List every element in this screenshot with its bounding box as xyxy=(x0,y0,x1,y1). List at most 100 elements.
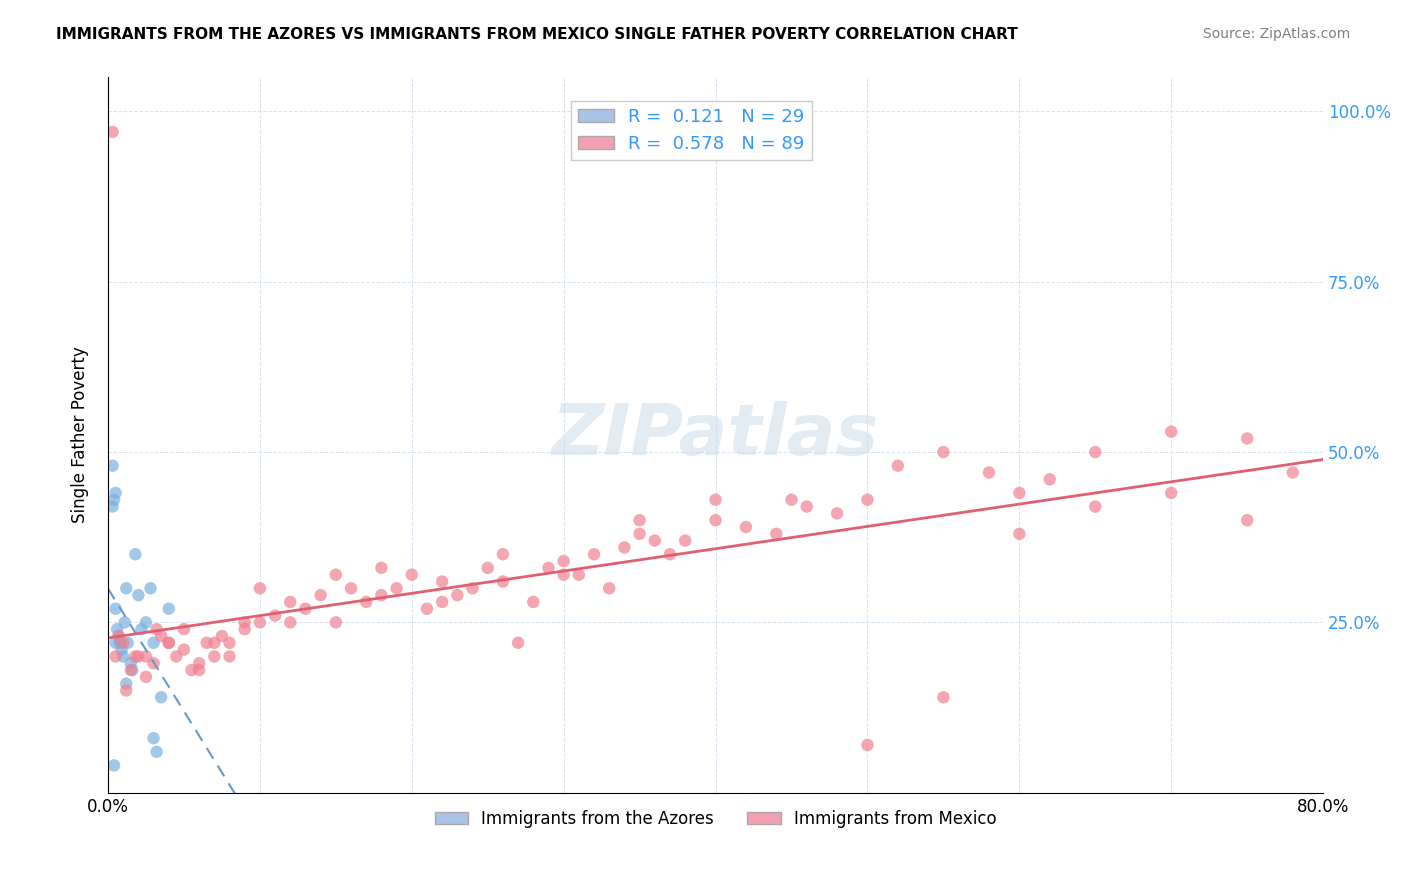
Point xyxy=(659,547,682,561)
Point xyxy=(278,595,301,609)
Point xyxy=(135,615,157,630)
Point xyxy=(165,649,187,664)
Point xyxy=(309,588,332,602)
Point xyxy=(1160,425,1182,439)
Point xyxy=(1084,445,1107,459)
Point xyxy=(104,649,127,664)
Point xyxy=(553,554,575,568)
Point xyxy=(112,649,135,664)
Point xyxy=(188,657,211,671)
Point xyxy=(522,595,544,609)
Point xyxy=(103,492,125,507)
Point xyxy=(188,663,211,677)
Point xyxy=(108,636,131,650)
Point xyxy=(127,588,149,602)
Point xyxy=(145,745,167,759)
Point xyxy=(114,615,136,630)
Point xyxy=(1281,466,1303,480)
Point xyxy=(278,615,301,630)
Point xyxy=(416,601,439,615)
Point xyxy=(461,582,484,596)
Point xyxy=(211,629,233,643)
Point xyxy=(115,582,138,596)
Point xyxy=(120,657,142,671)
Point xyxy=(195,636,218,650)
Point xyxy=(704,513,727,527)
Point xyxy=(644,533,666,548)
Point xyxy=(233,615,256,630)
Point xyxy=(121,663,143,677)
Point xyxy=(145,622,167,636)
Point xyxy=(120,663,142,677)
Point xyxy=(124,649,146,664)
Point xyxy=(142,636,165,650)
Text: Source: ZipAtlas.com: Source: ZipAtlas.com xyxy=(1202,27,1350,41)
Point xyxy=(340,582,363,596)
Point xyxy=(249,582,271,596)
Point xyxy=(370,561,392,575)
Y-axis label: Single Father Poverty: Single Father Poverty xyxy=(72,347,89,524)
Point xyxy=(825,507,848,521)
Point xyxy=(218,636,240,650)
Point xyxy=(887,458,910,473)
Point xyxy=(173,642,195,657)
Point xyxy=(492,547,515,561)
Point xyxy=(780,492,803,507)
Point xyxy=(1039,472,1062,486)
Point xyxy=(553,567,575,582)
Point xyxy=(142,657,165,671)
Point xyxy=(202,636,225,650)
Point xyxy=(180,663,202,677)
Point xyxy=(628,513,651,527)
Point xyxy=(124,547,146,561)
Point xyxy=(218,649,240,664)
Point xyxy=(430,574,453,589)
Point xyxy=(1008,486,1031,500)
Point xyxy=(370,588,392,602)
Point xyxy=(568,567,591,582)
Point xyxy=(173,622,195,636)
Point xyxy=(446,588,468,602)
Point xyxy=(856,492,879,507)
Point xyxy=(977,466,1000,480)
Point xyxy=(112,636,135,650)
Point xyxy=(1236,432,1258,446)
Point xyxy=(115,683,138,698)
Point xyxy=(598,582,620,596)
Point xyxy=(103,758,125,772)
Point xyxy=(104,486,127,500)
Point xyxy=(673,533,696,548)
Point xyxy=(139,582,162,596)
Point xyxy=(117,636,139,650)
Point xyxy=(111,642,134,657)
Point xyxy=(735,520,758,534)
Point xyxy=(325,615,347,630)
Point xyxy=(354,595,377,609)
Point xyxy=(430,595,453,609)
Point xyxy=(385,582,408,596)
Point xyxy=(613,541,636,555)
Point xyxy=(127,649,149,664)
Point xyxy=(142,731,165,746)
Point xyxy=(157,636,180,650)
Point xyxy=(704,492,727,507)
Point xyxy=(583,547,606,561)
Point xyxy=(628,526,651,541)
Point xyxy=(492,574,515,589)
Point xyxy=(796,500,818,514)
Point xyxy=(202,649,225,664)
Point xyxy=(294,601,316,615)
Text: IMMIGRANTS FROM THE AZORES VS IMMIGRANTS FROM MEXICO SINGLE FATHER POVERTY CORRE: IMMIGRANTS FROM THE AZORES VS IMMIGRANTS… xyxy=(56,27,1018,42)
Text: ZIPatlas: ZIPatlas xyxy=(553,401,879,469)
Point xyxy=(131,622,153,636)
Point xyxy=(932,690,955,705)
Point xyxy=(325,567,347,582)
Point xyxy=(115,676,138,690)
Point xyxy=(104,601,127,615)
Point xyxy=(537,561,560,575)
Legend: Immigrants from the Azores, Immigrants from Mexico: Immigrants from the Azores, Immigrants f… xyxy=(427,803,1004,834)
Point xyxy=(157,636,180,650)
Point xyxy=(1084,500,1107,514)
Point xyxy=(401,567,423,582)
Point xyxy=(108,636,131,650)
